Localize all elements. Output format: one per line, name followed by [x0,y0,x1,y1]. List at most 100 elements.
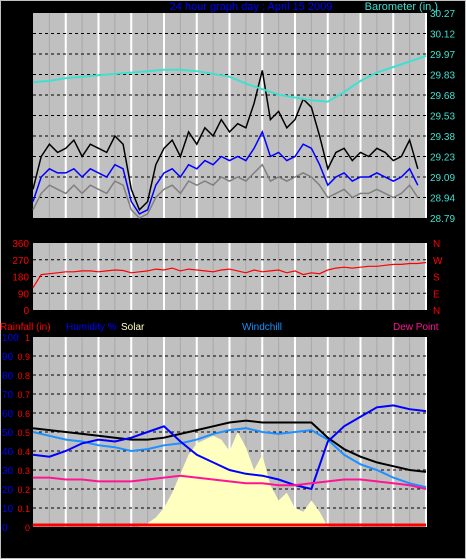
barometer-axis-label: Barometer (in.) [365,1,438,13]
wind-lull-line [32,163,419,219]
rain-tick-label: 0.3 [17,466,30,476]
x-tick-label: 1 [423,532,428,542]
x-tick-label: 8 AM [154,532,175,542]
temperature-line [32,419,427,473]
solar-area [137,432,328,527]
barometer-tick-label: 30.27 [430,9,455,20]
barometer-tick-label: 29.53 [430,112,455,123]
compass-tick-label: E [433,289,440,300]
wind-tick-label: 35 [18,71,30,82]
wind-axis-label: Windspeed (mph) [33,1,120,13]
sunrise-label-bottom: sunrise [125,542,154,552]
barometer-tick-label: 29.38 [430,132,455,143]
temperature-tick-label: 70 [440,390,452,401]
barometer-tick-label: 29.09 [430,173,455,184]
x-tick-label: 12 PM [216,532,242,542]
rain-tick-label: 0.9 [17,352,30,362]
windchill-label: Windchill [242,322,282,333]
wind-tick-label: 10 [18,173,30,184]
barometer-line [32,54,427,103]
x-tick-label: 4 AM [88,532,109,542]
solar-label: Solar [121,322,145,333]
x-tick-label: 4 AM [88,222,109,232]
x-tick-label: 4 PM [284,532,305,542]
humidity-tick-label: 60 [2,409,14,420]
temperature-label: Temperature (°F) [311,322,387,333]
x-tick-label: 6 PM [317,222,338,232]
temperature-tick-label: 30 [440,466,452,477]
x-tick-label: 10 AM [184,222,210,232]
humidity-label: Humidity % [66,322,117,333]
temperature-tick-label: 100 [440,333,457,344]
x-tick-label: 10 AM [184,532,210,542]
compass-tick-label: W [433,256,443,267]
wind-tick-label: 20 [18,132,30,143]
humidity-tick-label: 80 [2,371,14,382]
chart-title: 24 hour graph day : April 15 2009 [170,1,333,13]
rain-tick-label: 0.4 [17,447,30,457]
rain-tick-label: 0.1 [17,504,30,514]
humidity-tick-label: 20 [2,485,14,496]
rain-tick-label: 0.5 [17,428,30,438]
rainfall-label: Rainfall (in) [0,322,51,333]
dewpoint-label: Dew Point [393,322,439,333]
temperature-tick-label: 0 [440,523,446,534]
barometer-tick-label: 29.97 [430,50,455,61]
humidity-line [32,404,427,491]
dewpoint-line [33,474,427,490]
rain-tick-label: 0.6 [17,409,30,419]
wind-panel: 0 5 10 15 20 25 30 35 40 45 50 28.79 28.94 29.09 29.2… [18,1,456,242]
humidity-tick-label: 100 [2,333,19,344]
x-tick-label: 6 AM [121,532,142,542]
direction-tick-label: 0 [23,306,29,317]
temperature-tick-label: 80 [440,371,452,382]
rain-tick-label: 0.7 [17,390,30,400]
humidity-tick-label: 70 [2,390,14,401]
windchill-line [32,427,427,489]
humidity-tick-label: 40 [2,447,14,458]
direction-tick-label: 360 [12,239,29,250]
rain-tick-label: 1 [25,333,30,343]
wind-tick-label: 40 [18,50,30,61]
compass-tick-label: N [433,239,440,250]
compass-tick-label: N [433,306,440,317]
direction-tick-label: 180 [12,273,29,284]
x-tick-label: 8 PM [350,222,371,232]
x-tick-label: 10 PM [380,222,406,232]
x-tick-label: 1 [423,222,428,232]
temperature-tick-label: 60 [440,409,452,420]
humidity-tick-label: 50 [2,428,14,439]
wind-tick-label: 25 [18,112,30,123]
x-tick-label: 12 PM [216,222,242,232]
temperature-tick-label: 50 [440,428,452,439]
temperature-tick-label: 40 [440,447,452,458]
rain-tick-label: 0.2 [17,485,30,495]
barometer-tick-label: 28.94 [430,194,455,205]
wind-tick-label: 15 [18,153,30,164]
wind-tick-label: 0 [23,214,29,225]
sunrise-label-top: sunrise [125,232,154,242]
humidity-tick-label: 90 [2,352,14,363]
wind-direction-line [32,261,427,289]
wind-gust-line [32,70,419,212]
temperature-tick-label: 20 [440,485,452,496]
barometer-tick-label: 29.23 [430,153,455,164]
barometer-tick-label: 29.68 [430,91,455,102]
x-tick-label: 2 AM [55,222,76,232]
direction-tick-label: 90 [18,289,30,300]
humidity-tick-label: 30 [2,466,14,477]
x-tick-label: 6 AM [121,222,142,232]
barometer-tick-label: 29.83 [430,71,455,82]
wind-average-line [32,129,419,215]
wind-tick-label: 30 [18,91,30,102]
x-tick-label: 8 PM [350,532,371,542]
barometer-tick-label: 28.79 [430,214,455,225]
rain-tick-label: 0.8 [17,371,30,381]
x-tick-label: 10 PM [380,532,406,542]
x-tick-label: 2 PM [252,532,273,542]
x-tick-label: 4 PM [284,222,305,232]
temperature-tick-label: 10 [440,504,452,515]
